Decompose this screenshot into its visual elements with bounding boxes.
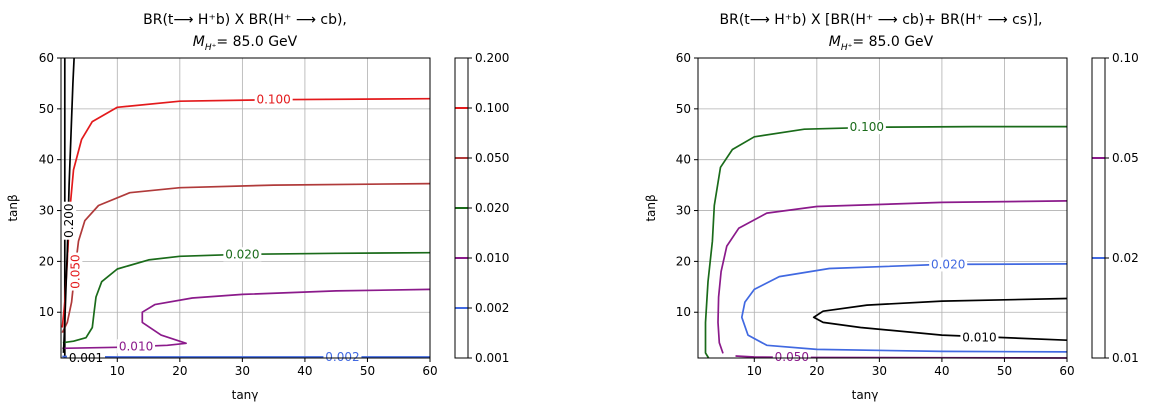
chart-title-line1: BR(t⟶ H⁺b) X BR(H⁺ ⟶ cb), xyxy=(143,12,347,28)
chart-title-line2: MH⁺= 85.0 GeV xyxy=(829,34,934,53)
contour-label-bg xyxy=(772,349,811,364)
colorbar-tick-label: 0.100 xyxy=(475,101,509,115)
colorbar: 0.01 0.02 0.05 0.10 xyxy=(1091,51,1139,365)
x-tick-label: 40 xyxy=(934,364,949,378)
y-tick-label: 10 xyxy=(676,305,691,319)
x-tick-label: 20 xyxy=(172,364,187,378)
title-mass-subscript: H⁺ xyxy=(841,43,853,53)
contour-line-0.050 xyxy=(717,200,1068,354)
contour-lines xyxy=(704,125,1068,359)
x-axis-label: tanγ xyxy=(852,388,879,402)
y-tick-label: 40 xyxy=(676,153,691,167)
axes-frame xyxy=(60,57,431,359)
grid xyxy=(61,57,431,358)
colorbar-tick-label: 0.05 xyxy=(1112,151,1139,165)
contour-labels: 0.100 0.020 0.010 0.050 xyxy=(772,120,999,364)
contour-label: 0.020 xyxy=(225,247,259,261)
grid xyxy=(698,57,1068,358)
contour-label: 0.200 xyxy=(62,204,76,238)
colorbar-frame xyxy=(454,57,469,359)
x-tick-label: 30 xyxy=(872,364,887,378)
contour-label-bg xyxy=(254,92,293,107)
axes-frame xyxy=(697,57,1068,359)
colorbar-tick-label: 0.001 xyxy=(475,351,509,365)
chart-title-line1: BR(t⟶ H⁺b) X [BR(H⁺ ⟶ cb)+ BR(H⁺ ⟶ cs)], xyxy=(720,12,1043,28)
contour-label-bg xyxy=(847,120,886,135)
contour-line-0.010 xyxy=(812,297,1068,342)
y-tick-label: 10 xyxy=(39,305,54,319)
x-axis-label: tanγ xyxy=(232,388,259,402)
contour-label-bg xyxy=(323,349,362,364)
colorbar-tick-label: 0.200 xyxy=(475,51,509,65)
y-tick-label: 20 xyxy=(676,254,691,268)
chart-right: BR(t⟶ H⁺b) X [BR(H⁺ ⟶ cb)+ BR(H⁺ ⟶ cs)],… xyxy=(644,12,1139,402)
y-tick-label: 20 xyxy=(39,254,54,268)
contour-label: 0.010 xyxy=(119,339,153,353)
colorbar-tick-label: 0.02 xyxy=(1112,251,1139,265)
x-tick-label: 10 xyxy=(110,364,125,378)
contour-line-0.050 xyxy=(61,182,431,333)
ticks: 10 20 30 40 50 60 10 20 30 40 50 60 xyxy=(676,51,1075,378)
contour-label: 0.100 xyxy=(850,120,884,134)
contour-label: 0.050 xyxy=(775,350,809,364)
x-tick-label: 60 xyxy=(422,364,437,378)
colorbar-tick-label: 0.050 xyxy=(475,151,509,165)
y-tick-label: 50 xyxy=(676,102,691,116)
contour-label: 0.010 xyxy=(962,331,996,345)
contour-label-bg xyxy=(62,201,77,240)
title-mass-symbol: M xyxy=(193,34,205,50)
y-tick-label: 60 xyxy=(39,51,54,65)
contour-label-bg xyxy=(68,252,83,291)
colorbar-tick-label: 0.020 xyxy=(475,201,509,215)
contour-label-bg xyxy=(223,247,262,262)
title-mass-value: = 85.0 GeV xyxy=(216,34,297,50)
contour-label-bg xyxy=(960,330,999,345)
x-tick-label: 30 xyxy=(235,364,250,378)
contour-line-0.020 xyxy=(62,251,431,344)
x-tick-label: 50 xyxy=(997,364,1012,378)
contour-label: 0.002 xyxy=(325,350,359,364)
y-axis-label: tanβ xyxy=(6,194,20,221)
y-tick-label: 40 xyxy=(39,153,54,167)
y-tick-label: 60 xyxy=(676,51,691,65)
contour-label-bg xyxy=(117,339,156,354)
colorbar-tick-label: 0.10 xyxy=(1112,51,1139,65)
y-tick-label: 50 xyxy=(39,102,54,116)
contour-line-0.002 xyxy=(62,355,430,358)
title-mass-value: = 85.0 GeV xyxy=(852,34,933,50)
x-tick-label: 60 xyxy=(1059,364,1074,378)
ticks: 10 20 30 40 50 60 10 20 30 40 50 60 xyxy=(39,51,438,378)
chart-left: BR(t⟶ H⁺b) X BR(H⁺ ⟶ cb), MH⁺= 85.0 GeV … xyxy=(6,12,509,402)
contour-line-0.100 xyxy=(704,125,1067,359)
title-mass-symbol: M xyxy=(829,34,841,50)
x-tick-label: 20 xyxy=(809,364,824,378)
colorbar-tick-label: 0.002 xyxy=(475,301,509,315)
contour-line-0.010 xyxy=(62,288,431,350)
contour-label: 0.100 xyxy=(256,93,290,107)
contour-label: 0.050 xyxy=(68,254,82,288)
contour-label-bg xyxy=(929,257,968,272)
x-tick-label: 40 xyxy=(297,364,312,378)
y-tick-label: 30 xyxy=(39,204,54,218)
colorbar: 0.001 0.002 0.010 0.020 0.050 0.100 0.200 xyxy=(454,51,509,365)
x-tick-label: 50 xyxy=(360,364,375,378)
chart-title-line2: MH⁺= 85.0 GeV xyxy=(193,34,298,53)
contour-label: 0.020 xyxy=(931,257,965,271)
y-axis-label: tanβ xyxy=(644,194,658,221)
colorbar-tick-label: 0.01 xyxy=(1112,351,1139,365)
colorbar-tick-label: 0.010 xyxy=(475,251,509,265)
y-tick-label: 30 xyxy=(676,204,691,218)
contour-line-0.020 xyxy=(740,263,1068,353)
colorbar-frame xyxy=(1091,57,1106,359)
x-tick-label: 10 xyxy=(747,364,762,378)
title-mass-subscript: H⁺ xyxy=(205,43,217,53)
